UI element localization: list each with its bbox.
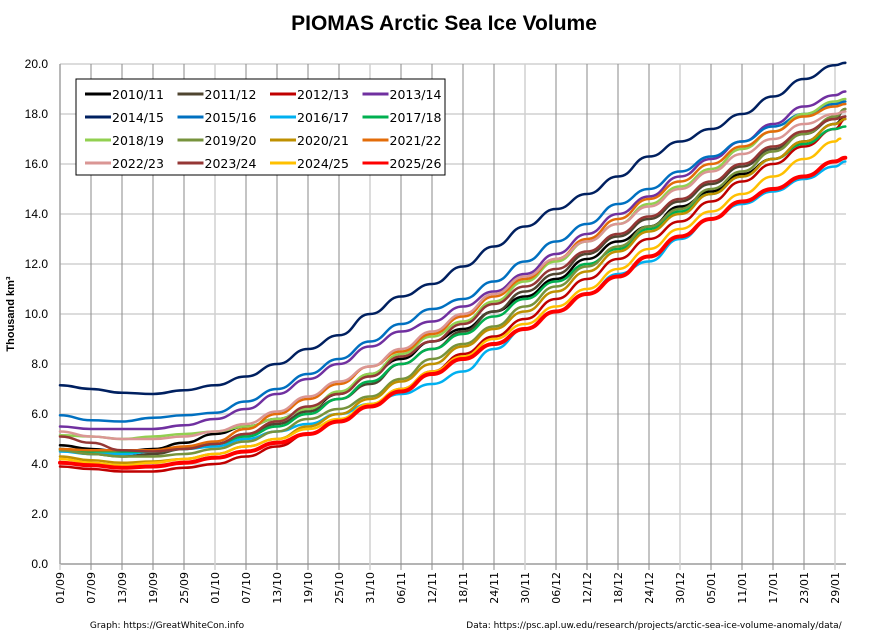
legend-label: 2012/13 bbox=[297, 87, 349, 102]
series bbox=[58, 61, 848, 473]
x-tick-label: 24/12 bbox=[643, 572, 656, 604]
x-tick-label: 13/10 bbox=[271, 572, 284, 604]
legend-label: 2023/24 bbox=[205, 156, 257, 171]
series-line-2019-20 bbox=[58, 107, 847, 458]
legend-label: 2025/26 bbox=[390, 156, 442, 171]
x-tick-label: 24/11 bbox=[488, 572, 501, 604]
series-line-2015-16 bbox=[58, 100, 847, 423]
y-axis: 0.0 2.0 4.0 6.0 8.0 10.0 12.0 14.0 16.0 18.0 20.0 bbox=[25, 57, 49, 571]
x-tick-label: 01/10 bbox=[209, 572, 222, 604]
y-tick-label: 8.0 bbox=[31, 357, 48, 371]
legend-label: 2015/16 bbox=[205, 110, 257, 125]
y-tick-label: 18.0 bbox=[25, 107, 49, 121]
x-tick-label: 18/12 bbox=[612, 572, 625, 604]
x-tick-label: 17/01 bbox=[767, 572, 780, 604]
x-tick-label: 19/09 bbox=[147, 572, 160, 604]
x-tick-label: 23/01 bbox=[798, 572, 811, 604]
x-tick-label: 07/09 bbox=[85, 572, 98, 604]
x-tick-label: 01/09 bbox=[54, 572, 67, 604]
y-tick-label: 10.0 bbox=[25, 307, 49, 321]
legend-label: 2011/12 bbox=[205, 87, 257, 102]
x-tick-label: 25/10 bbox=[333, 572, 346, 604]
legend: 2010/11 2011/12 2012/13 2013/14 2014/15 2015/… bbox=[75, 78, 446, 176]
x-tick-label: 25/09 bbox=[178, 572, 191, 604]
x-tick-label: 31/10 bbox=[364, 572, 377, 604]
x-tick-label: 18/11 bbox=[457, 572, 470, 604]
series-line-2010-11 bbox=[58, 115, 847, 453]
legend-label: 2020/21 bbox=[297, 133, 349, 148]
legend-label: 2021/22 bbox=[390, 133, 442, 148]
x-tick-label: 19/10 bbox=[302, 572, 315, 604]
chart-title: PIOMAS Arctic Sea Ice Volume bbox=[291, 12, 597, 35]
series-line-2022-23 bbox=[58, 110, 847, 441]
series-line-2012-13 bbox=[58, 117, 847, 473]
legend-label: 2014/15 bbox=[112, 110, 164, 125]
legend-label: 2018/19 bbox=[112, 133, 164, 148]
legend-label: 2017/18 bbox=[390, 110, 442, 125]
legend-label: 2022/23 bbox=[112, 156, 164, 171]
series-line-2023-24 bbox=[58, 115, 847, 453]
y-tick-label: 4.0 bbox=[31, 457, 48, 471]
y-tick-label: 6.0 bbox=[31, 407, 48, 421]
y-tick-label: 20.0 bbox=[25, 57, 49, 71]
legend-label: 2019/20 bbox=[205, 133, 257, 148]
x-tick-label: 30/12 bbox=[674, 572, 687, 604]
x-tick-label: 12/11 bbox=[426, 572, 439, 604]
data-credit: Data: https://psc.apl.uw.edu/research/pr… bbox=[466, 621, 842, 631]
x-tick-label: 12/12 bbox=[581, 572, 594, 604]
series-line-2024-25 bbox=[58, 137, 842, 467]
series-line-2018-19 bbox=[58, 97, 847, 441]
legend-label: 2024/25 bbox=[297, 156, 349, 171]
x-tick-label: 29/01 bbox=[829, 572, 842, 604]
legend-label: 2010/11 bbox=[112, 87, 164, 102]
x-tick-label: 13/09 bbox=[116, 572, 129, 604]
y-axis-label: Thousand km³ bbox=[5, 276, 17, 352]
graph-credit: Graph: https://GreatWhiteCon.info bbox=[90, 621, 245, 631]
series-line-2014-15 bbox=[58, 61, 847, 396]
x-tick-label: 30/11 bbox=[519, 572, 532, 604]
x-tick-label: 05/01 bbox=[705, 572, 718, 604]
y-tick-label: 16.0 bbox=[25, 157, 49, 171]
x-tick-label: 06/12 bbox=[550, 572, 563, 604]
x-axis: 01/09 07/09 13/09 19/09 25/09 01/10 07/10 13/10… bbox=[54, 572, 842, 604]
y-tick-label: 12.0 bbox=[25, 257, 49, 271]
series-line-2016-17 bbox=[58, 160, 847, 456]
legend-label: 2016/17 bbox=[297, 110, 349, 125]
x-tick-label: 07/10 bbox=[240, 572, 253, 604]
series-line-2025-26 bbox=[58, 155, 848, 470]
x-tick-label: 06/11 bbox=[395, 572, 408, 604]
y-tick-label: 14.0 bbox=[25, 207, 49, 221]
y-tick-label: 2.0 bbox=[31, 507, 48, 521]
series-line-2021-22 bbox=[58, 102, 847, 452]
y-tick-label: 0.0 bbox=[31, 557, 48, 571]
legend-label: 2013/14 bbox=[390, 87, 442, 102]
x-tick-label: 11/01 bbox=[736, 572, 749, 604]
